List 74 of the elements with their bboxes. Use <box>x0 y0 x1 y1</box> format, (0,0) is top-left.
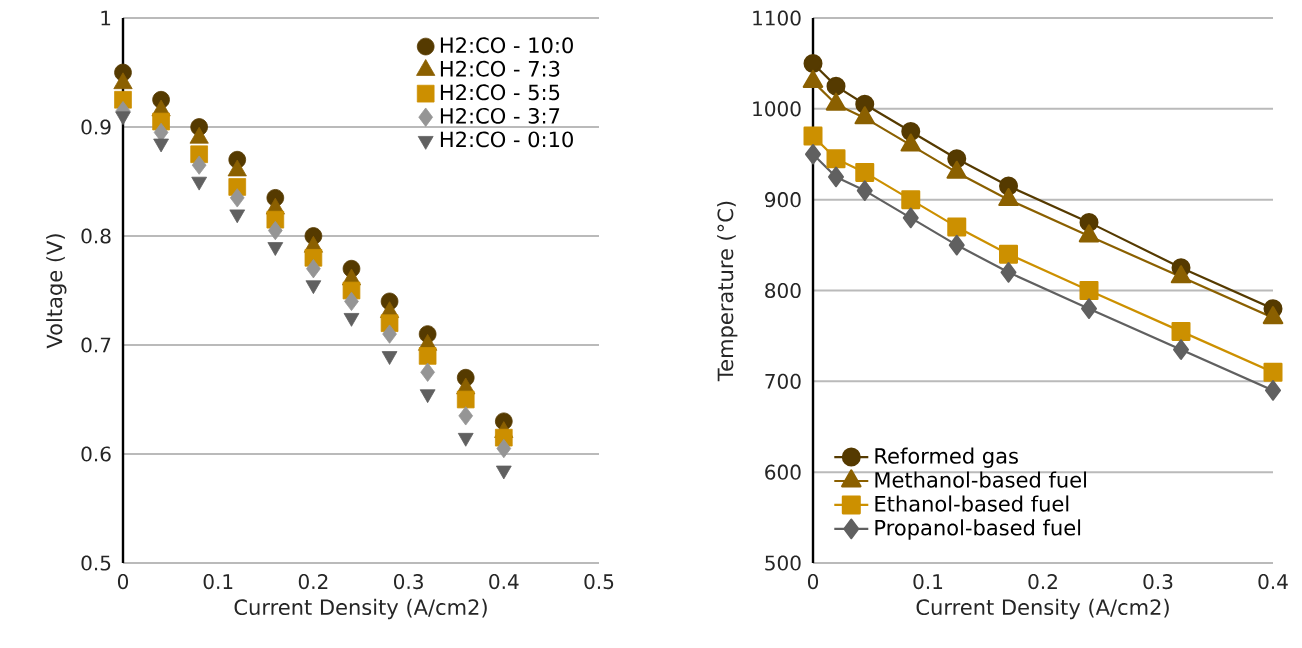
legend-label: Methanol-based fuel <box>875 471 1086 488</box>
point <box>267 242 284 256</box>
legend-label: H2:CO - 10:0 <box>440 37 573 54</box>
point <box>828 166 845 188</box>
point <box>344 291 359 311</box>
y-tick-label: 500 <box>765 555 801 571</box>
point <box>902 207 919 229</box>
point <box>382 324 397 344</box>
legend-label: H2:CO - 3:7 <box>440 107 560 124</box>
point <box>999 244 1019 264</box>
x-axis-title: Current Density (A/cm2) <box>234 598 487 620</box>
legend-label: H2:CO - 0:10 <box>440 131 573 148</box>
legend-label: H2:CO - 7:3 <box>440 60 560 77</box>
point <box>343 313 360 327</box>
point <box>495 465 512 480</box>
x-tick-label: 0.1 <box>913 574 943 590</box>
x-tick-label: 0.3 <box>1143 574 1173 590</box>
point <box>1000 262 1017 283</box>
point <box>458 406 474 426</box>
y-tick-label: 0.8 <box>81 228 111 244</box>
x-tick-label: 0.4 <box>1258 574 1288 590</box>
point <box>1081 298 1098 319</box>
point <box>855 162 875 182</box>
point <box>803 126 823 146</box>
y-tick-label: 700 <box>765 373 801 389</box>
point <box>826 76 846 96</box>
y-tick-label: 0.5 <box>81 555 111 571</box>
x-tick-label: 0.2 <box>1028 574 1057 590</box>
legend-label: Ethanol-based fuel <box>875 495 1069 512</box>
legend-label: Propanol-based fuel <box>875 519 1081 540</box>
y-tick-label: 900 <box>765 192 801 208</box>
y-tick-label: 0.7 <box>81 337 111 353</box>
x-tick-label: 0.1 <box>203 574 233 590</box>
point <box>901 190 921 210</box>
y-tick-label: 600 <box>765 464 801 480</box>
y-tick-label: 1 <box>101 10 111 26</box>
point <box>1173 339 1190 360</box>
point <box>1171 321 1191 341</box>
point <box>418 347 437 365</box>
point <box>381 351 398 365</box>
legend-label: Reformed gas <box>875 447 1018 468</box>
point <box>856 180 873 201</box>
point <box>1265 380 1282 401</box>
y-tick-label: 0.6 <box>81 446 111 462</box>
point <box>948 234 965 256</box>
legend-label: H2:CO - 5:5 <box>440 84 560 101</box>
point <box>268 220 283 241</box>
x-tick-label: 0 <box>117 574 129 590</box>
point <box>805 143 822 165</box>
point <box>306 259 321 279</box>
point <box>456 390 475 409</box>
point <box>229 188 245 208</box>
x-tick-label: 0.5 <box>584 574 614 590</box>
point <box>191 176 208 191</box>
x-tick-label: 0 <box>807 574 819 590</box>
y-tick-label: 0.9 <box>81 119 111 135</box>
y-tick-label: 800 <box>765 282 801 299</box>
point <box>947 217 967 237</box>
y-axis-title: Temperature (°C) <box>717 201 738 382</box>
point <box>826 149 846 169</box>
x-tick-label: 0.3 <box>394 574 423 590</box>
point <box>1079 281 1099 301</box>
point <box>420 362 435 382</box>
point <box>191 155 207 175</box>
x-tick-label: 0.4 <box>489 574 519 590</box>
y-axis-title: Voltage (V) <box>46 234 67 349</box>
point <box>803 53 823 73</box>
y-tick-label: 1000 <box>753 101 801 117</box>
point <box>457 432 474 447</box>
x-axis-title: Current Density (A/cm2) <box>916 598 1169 620</box>
point <box>496 438 512 459</box>
point <box>1263 362 1283 382</box>
x-tick-label: 0.2 <box>298 574 328 590</box>
y-tick-label: 1100 <box>753 10 801 26</box>
